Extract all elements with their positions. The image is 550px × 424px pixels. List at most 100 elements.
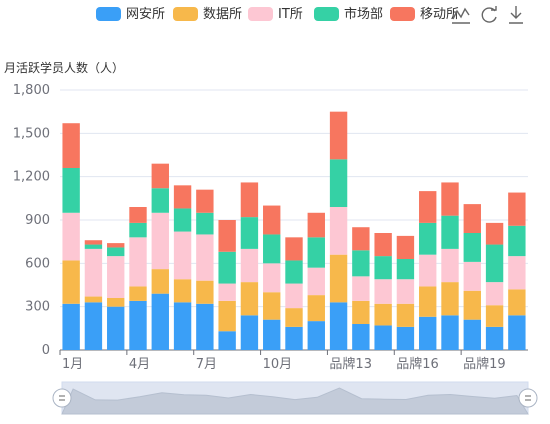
legend-item[interactable]: 移动所 [390,7,459,22]
bar[interactable] [463,319,481,350]
bar[interactable] [419,191,437,223]
bar[interactable] [441,215,459,249]
bar[interactable] [374,303,392,326]
bar[interactable] [396,279,415,304]
bar[interactable] [508,256,526,290]
bar[interactable] [307,295,325,322]
bar[interactable] [374,279,392,304]
bar[interactable] [107,243,125,248]
bar[interactable] [263,292,281,320]
bar[interactable] [218,283,236,301]
bar[interactable] [396,259,415,280]
bar[interactable] [129,237,147,287]
bar[interactable] [374,325,392,350]
bar[interactable] [419,222,437,255]
bar[interactable] [263,234,281,264]
bar[interactable] [107,306,125,350]
bar[interactable] [62,260,80,304]
bar[interactable] [329,207,348,255]
bar[interactable] [218,300,236,332]
legend-swatch[interactable] [314,7,339,21]
bar[interactable] [240,282,259,316]
legend-item[interactable]: 数据所 [173,7,242,22]
handle-circle[interactable] [52,388,72,408]
bar[interactable] [396,235,415,259]
bar[interactable] [485,222,504,245]
bar[interactable] [173,185,192,209]
bar[interactable] [352,276,370,301]
legend-swatch[interactable] [390,7,415,21]
bar[interactable] [107,256,125,298]
bar[interactable] [307,237,325,268]
bar[interactable] [196,280,214,304]
bar[interactable] [285,326,303,350]
bar[interactable] [374,256,392,280]
bar[interactable] [240,182,259,218]
bar[interactable] [263,319,281,350]
bar[interactable] [285,283,303,309]
bar[interactable] [419,316,437,350]
bar[interactable] [218,220,236,252]
bar[interactable] [329,302,348,350]
bar[interactable] [173,302,192,350]
refresh-icon[interactable] [481,6,497,23]
bar[interactable] [263,205,281,235]
bar[interactable] [173,208,192,232]
bar[interactable] [396,326,415,350]
data-zoom-handle-left[interactable] [52,388,72,408]
bar[interactable] [196,234,214,281]
bar[interactable] [263,263,281,293]
bar[interactable] [129,222,147,238]
bar[interactable] [84,296,103,303]
legend-swatch[interactable] [248,7,273,21]
bar[interactable] [84,248,103,297]
bar[interactable] [329,159,348,207]
bar[interactable] [151,293,169,350]
bar[interactable] [240,248,259,283]
bar[interactable] [352,300,370,324]
bar[interactable] [129,207,147,223]
bar[interactable] [151,269,169,294]
handle-circle[interactable] [518,388,538,408]
legend-item[interactable]: IT所 [248,7,303,22]
bar[interactable] [485,282,504,306]
bar[interactable] [107,247,125,257]
data-zoom-slider[interactable] [52,381,538,415]
bar[interactable] [62,168,80,213]
bar[interactable] [441,282,459,316]
bar[interactable] [173,231,192,280]
bar[interactable] [62,123,80,168]
bar[interactable] [196,303,214,350]
line-chart-icon[interactable] [452,7,470,24]
bar[interactable] [62,303,80,350]
bar[interactable] [218,251,236,284]
bar[interactable] [151,188,169,213]
bar[interactable] [508,225,526,257]
bar[interactable] [396,303,415,327]
bar[interactable] [84,302,103,350]
bar[interactable] [84,244,103,249]
bar[interactable] [508,315,526,350]
bar[interactable] [129,300,147,350]
bar[interactable] [485,244,504,283]
data-zoom-handle-right[interactable] [518,388,538,408]
bar[interactable] [240,315,259,350]
legend-swatch[interactable] [173,7,198,21]
bar[interactable] [463,233,481,262]
bar[interactable] [441,182,459,216]
download-icon[interactable] [509,6,523,24]
bar[interactable] [173,279,192,303]
bar[interactable] [307,321,325,350]
bar[interactable] [285,237,303,261]
bar[interactable] [508,192,526,226]
bar[interactable] [352,324,370,350]
bar[interactable] [107,298,125,307]
bar[interactable] [419,254,437,287]
bar[interactable] [285,260,303,284]
legend-item[interactable]: 网安所 [96,7,165,22]
bar[interactable] [129,286,147,301]
bar[interactable] [151,163,169,189]
bar[interactable] [329,254,348,303]
bar[interactable] [196,212,214,235]
bar[interactable] [485,326,504,350]
